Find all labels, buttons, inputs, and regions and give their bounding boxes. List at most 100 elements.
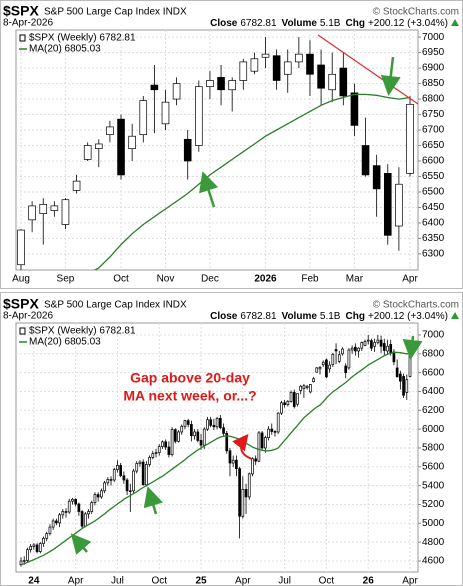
- candle-body: [222, 427, 225, 434]
- y-tick-label: 6600: [422, 156, 445, 167]
- candle-body: [272, 55, 281, 81]
- candle-body: [334, 349, 338, 352]
- candle-body: [341, 348, 344, 355]
- candle-body: [325, 359, 328, 378]
- candle-body: [360, 342, 364, 349]
- candle-body: [173, 429, 177, 442]
- y-tick-label: 6750: [422, 109, 445, 120]
- candle-body: [199, 440, 203, 446]
- candle-body: [267, 428, 270, 438]
- arrow: [380, 56, 401, 96]
- candle-body: [286, 401, 290, 406]
- candle-body: [161, 441, 164, 447]
- candle-body: [83, 145, 92, 160]
- candle-body: [209, 419, 213, 426]
- quote-label: Close: [210, 18, 238, 29]
- candle-body: [183, 420, 187, 427]
- candle-body: [195, 86, 203, 146]
- y-tick-label: 6400: [422, 386, 445, 397]
- candle-body: [347, 349, 351, 369]
- x-tick-label: Oct: [319, 576, 335, 586]
- candle-body: [154, 452, 158, 454]
- candle-body: [408, 355, 412, 377]
- y-tick-label: 4800: [422, 537, 445, 548]
- quote: Close 6782.81 Volume 5.1B Chg +200.12 (+3.04%…: [210, 18, 448, 29]
- arrow: [232, 433, 253, 460]
- x-tick-label: Apr: [402, 576, 418, 586]
- quote-label: Volume: [282, 311, 318, 322]
- ma-line: [93, 93, 411, 270]
- candle-body: [167, 446, 171, 455]
- candle-body: [344, 365, 348, 373]
- change-arrow: [451, 312, 459, 319]
- candle-body: [51, 520, 55, 528]
- candle-body: [399, 373, 402, 382]
- date: 8-Apr-2026: [3, 311, 53, 322]
- candle-body: [392, 351, 396, 363]
- candle-body: [80, 511, 84, 527]
- y-tick-label: 5600: [422, 461, 445, 472]
- y-tick-label: 6650: [422, 140, 445, 151]
- symbol: $SPX: [3, 3, 39, 19]
- y-tick-label: 6800: [422, 94, 445, 105]
- x-tick-label: Apr: [402, 274, 418, 285]
- candle-body: [48, 526, 52, 535]
- candle-body: [58, 514, 61, 524]
- candle-body: [244, 489, 248, 498]
- candle-body: [363, 341, 367, 346]
- candle-body: [35, 544, 39, 552]
- x-tick-label: Oct: [113, 274, 129, 285]
- y-tick-label: 6450: [422, 202, 445, 213]
- quote-value: +200.12 (+3.04%): [368, 18, 448, 29]
- candle-body: [28, 205, 36, 221]
- candle-body: [276, 412, 280, 433]
- y-tick-label: 6500: [422, 187, 445, 198]
- candle-body: [350, 92, 359, 126]
- candle-body: [357, 347, 360, 352]
- x-tick-label: Apr: [68, 576, 84, 586]
- candle-body: [238, 468, 241, 517]
- y-tick-label: 6900: [422, 63, 445, 74]
- candle-body: [141, 461, 145, 486]
- candle-body: [354, 346, 357, 352]
- arrow: [402, 335, 423, 360]
- candle-body: [72, 180, 81, 191]
- candle-body: [361, 145, 370, 176]
- candle-body: [257, 432, 261, 462]
- candle-body: [283, 61, 292, 75]
- x-tick-label: Jul: [278, 576, 291, 586]
- candle-body: [328, 73, 336, 91]
- quote-label: Close: [210, 311, 238, 322]
- annotations: [70, 34, 423, 555]
- candle-body: [109, 479, 113, 481]
- candle-body: [61, 199, 70, 225]
- candle-body: [157, 446, 161, 454]
- candle-body: [283, 402, 286, 406]
- legend-swatch: [19, 327, 26, 335]
- candle-body: [251, 458, 254, 475]
- candle-body: [370, 340, 373, 349]
- candle-body: [55, 520, 58, 524]
- quote-value: 6782.81: [240, 311, 277, 322]
- candle-body: [177, 431, 180, 442]
- candle-body: [67, 500, 71, 513]
- candle-body: [373, 342, 376, 347]
- candle-body: [337, 354, 341, 362]
- candle-body: [161, 101, 170, 125]
- candle-body: [206, 419, 209, 430]
- candle-body: [117, 118, 125, 176]
- candle-body: [366, 339, 370, 342]
- candle-body: [292, 392, 296, 407]
- quote-label: Chg: [345, 18, 364, 29]
- candle-body: [231, 459, 235, 464]
- watermark: © StockCharts.com: [373, 300, 459, 311]
- candle-body: [119, 465, 123, 477]
- candle-body: [206, 80, 214, 88]
- candle-body: [74, 498, 77, 505]
- legend-label: MA(20) 6805.03: [29, 44, 101, 55]
- quote-value: 5.1B: [320, 311, 341, 322]
- candle-body: [250, 58, 259, 72]
- candle-body: [17, 229, 25, 266]
- candle-body: [383, 173, 392, 236]
